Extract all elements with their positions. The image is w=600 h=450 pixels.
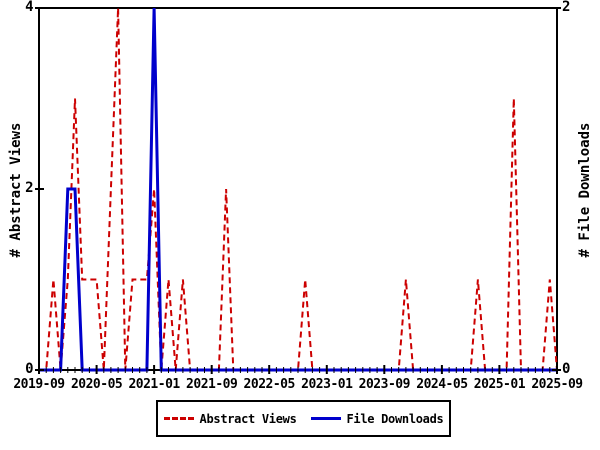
y-right-tick-label: 2 <box>562 0 570 15</box>
x-tick-label: 2024-05 <box>416 377 468 392</box>
x-tick-label: 2022-05 <box>243 377 296 392</box>
legend-label-abstract-views: Abstract Views <box>199 411 297 426</box>
y-right-tick-label: 0 <box>562 361 570 377</box>
legend-dashed-line-sample <box>163 417 194 420</box>
x-tick-label: 2025-09 <box>531 377 583 392</box>
x-tick-label: 2021-09 <box>186 377 238 392</box>
legend: Abstract Views File Downloads <box>156 400 451 437</box>
y-left-tick-label: 0 <box>25 361 33 377</box>
y-left-tick-label: 4 <box>25 0 33 15</box>
x-tick-label: 2020-05 <box>70 377 123 392</box>
x-tick-label: 2021-01 <box>128 377 180 392</box>
x-tick-label: 2019-09 <box>13 377 65 392</box>
y-axis-label-right: # File Downloads <box>577 122 593 258</box>
legend-label-file-downloads: File Downloads <box>346 411 444 426</box>
y-left-tick-label: 2 <box>25 180 33 196</box>
x-tick-label: 2025-01 <box>473 377 526 392</box>
x-tick-label: 2023-01 <box>301 377 353 392</box>
legend-solid-line-sample <box>310 417 341 420</box>
x-tick-label: 2023-09 <box>358 377 411 392</box>
